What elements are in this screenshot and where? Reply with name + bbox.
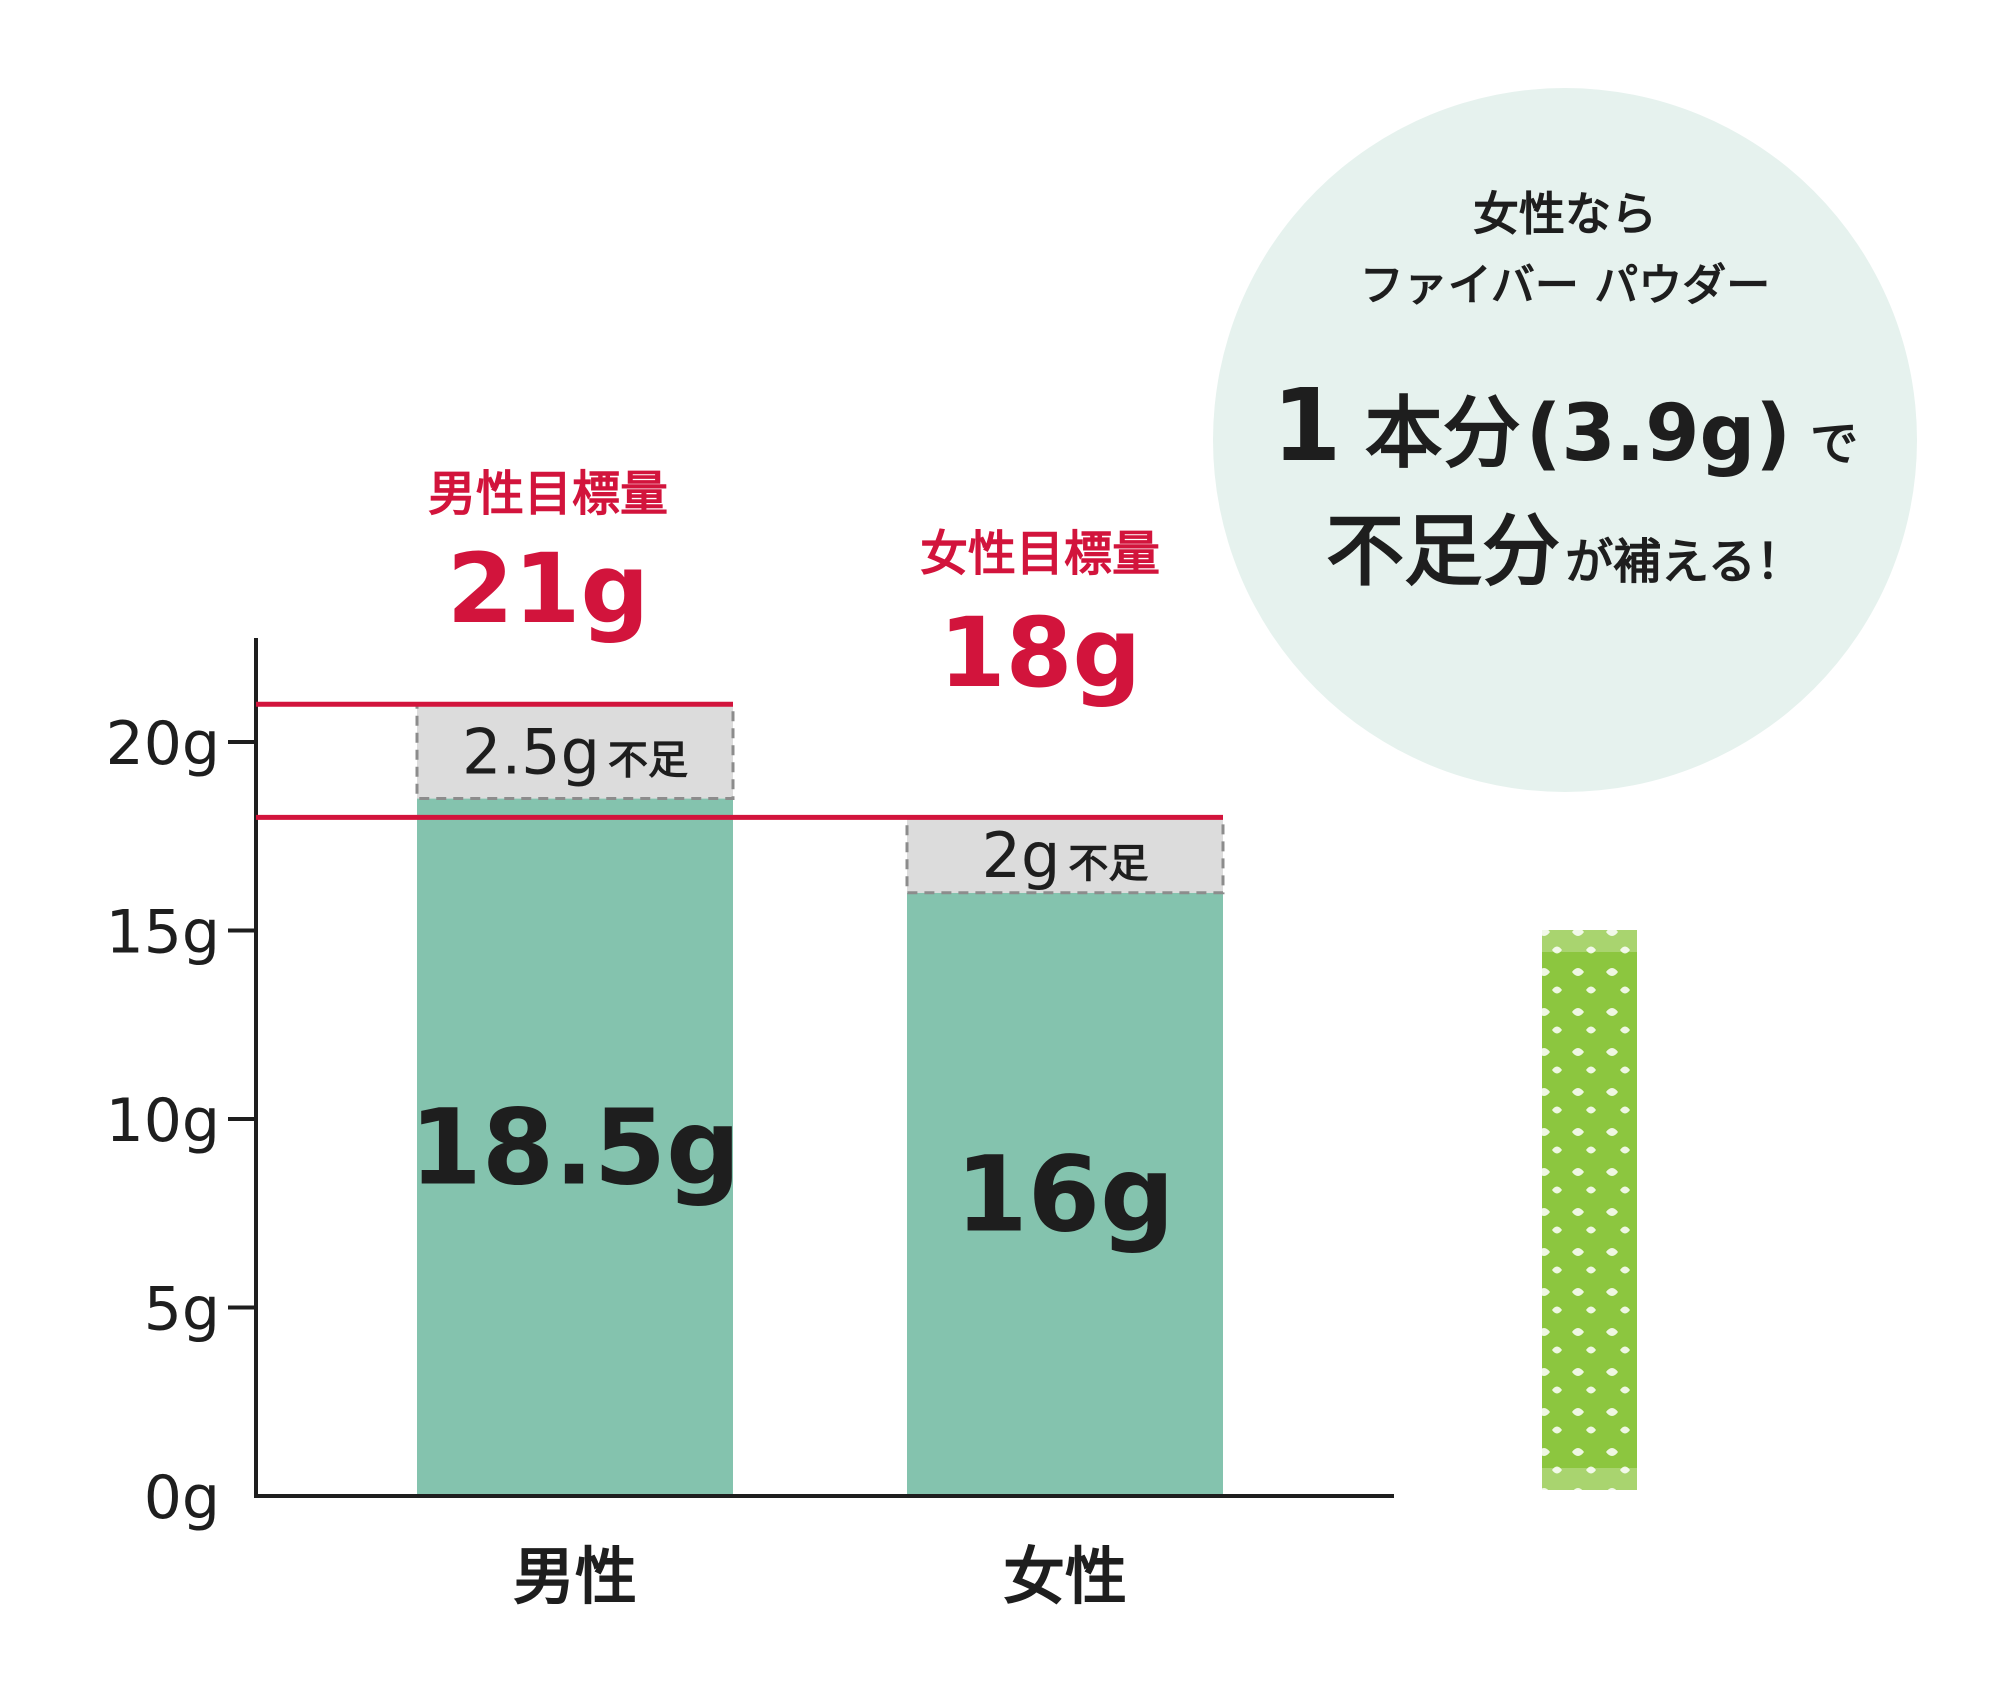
target-value-0: 21g — [447, 533, 649, 645]
axis-layer: 0g 5g 10g 15g 20g — [106, 638, 1394, 1533]
shortfall-word-0: 不足 — [608, 737, 688, 783]
shortfall-word-1: 不足 — [1068, 841, 1148, 887]
category-label-1: 女性 — [1003, 1540, 1127, 1613]
shortfall-box-0 — [415, 702, 735, 801]
target-value-1: 18g — [939, 597, 1141, 709]
stick-leaf-pattern — [1542, 930, 1637, 1490]
bar-value-label-0: 18.5g — [409, 1086, 740, 1208]
shortfall-box-1 — [905, 815, 1225, 895]
target-title-1: 女性目標量 — [920, 526, 1160, 582]
callout-circle — [1213, 88, 1917, 792]
category-label-0: 男性 — [513, 1540, 637, 1613]
y-tick-label-2: 10g — [106, 1086, 220, 1156]
callout-line-product: ファイバー パウダー — [1360, 260, 1770, 311]
callout-amount-de: で — [1810, 416, 1858, 472]
stick-bottom-seal — [1542, 1468, 1637, 1490]
y-tick-label-4: 20g — [106, 709, 220, 779]
callout-line-shortage: 不足分 が補える！ — [1326, 507, 1804, 597]
shortfall-amount-0: 2.5g — [462, 715, 600, 788]
callout-amount-grams: (3.9g) — [1526, 389, 1791, 479]
target-title-0: 男性目標量 — [428, 466, 668, 522]
y-tick-label-1: 5g — [144, 1275, 220, 1345]
bar-value-label-1: 16g — [955, 1133, 1174, 1255]
bar-1 — [907, 892, 1223, 1496]
bar-0 — [417, 798, 733, 1496]
fiber-powder-stick-icon — [1542, 930, 1637, 1490]
y-tick-label-0: 0g — [144, 1463, 220, 1533]
target-layer: 男性目標量 21g 女性目標量 18g — [256, 466, 1223, 820]
callout-bubble: 女性なら ファイバー パウダー 1 本分 (3.9g) で 不足分 が補える！ — [1213, 88, 1917, 792]
shortfall-amount-1: 2g — [982, 819, 1061, 892]
stick-top-seal — [1542, 930, 1637, 952]
shortfall-label-1: 2g 不足 — [982, 819, 1149, 892]
y-tick-label-3: 15g — [106, 898, 220, 968]
callout-line-gender: 女性なら — [1473, 187, 1657, 241]
callout-amount-unit: 本分 — [1365, 389, 1521, 479]
bars-layer: 18.5g 男性 16g 女性 — [409, 798, 1223, 1613]
callout-line-amount: 1 本分 (3.9g) で — [1272, 367, 1858, 484]
callout-amount-number: 1 — [1272, 367, 1342, 484]
shortfall-label-0: 2.5g 不足 — [462, 715, 688, 788]
callout-shortage-word: 不足分 — [1326, 507, 1560, 597]
callout-closing: が補える！ — [1565, 534, 1804, 590]
